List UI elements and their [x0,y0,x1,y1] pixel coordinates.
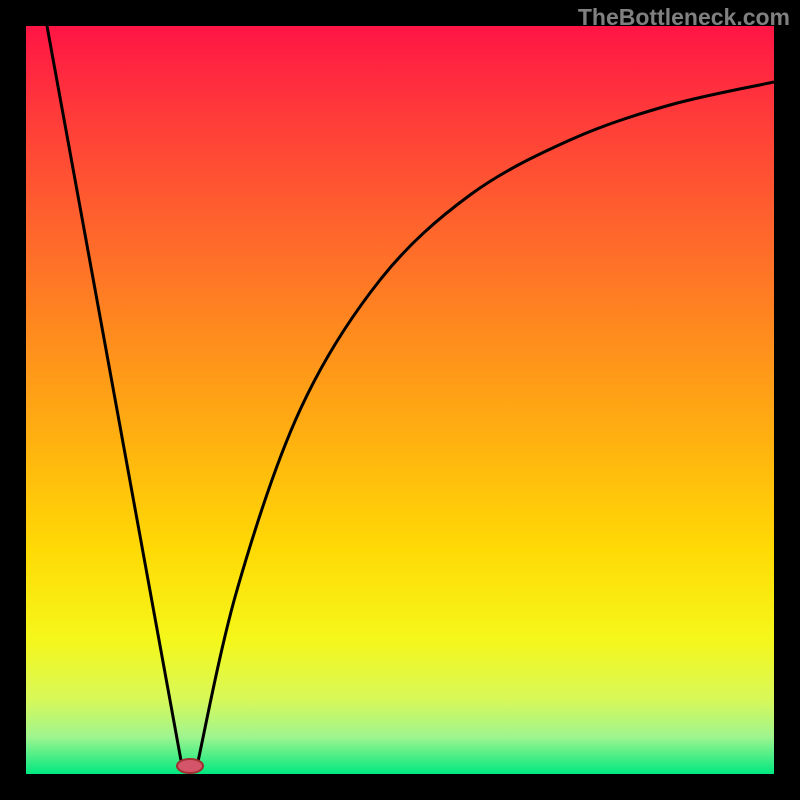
watermark-text: TheBottleneck.com [578,4,790,31]
bottleneck-chart [0,0,800,800]
chart-container: TheBottleneck.com [0,0,800,800]
chart-background [26,26,774,774]
optimal-marker [177,759,203,773]
